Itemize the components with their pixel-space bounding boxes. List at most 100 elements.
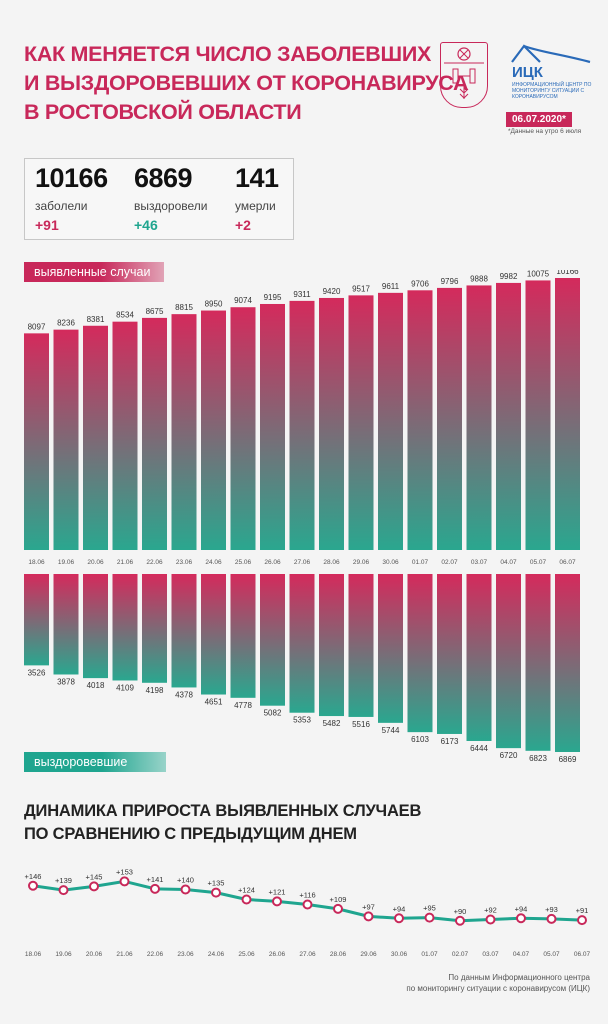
increase-point bbox=[546, 913, 557, 924]
source-footer: По данным Информационного центра по мони… bbox=[406, 972, 590, 994]
cases-bar bbox=[466, 285, 492, 550]
recovered-bar bbox=[319, 574, 344, 717]
cases-category-label: 21.06 bbox=[117, 559, 134, 566]
recovered-label: выздоровевшие bbox=[24, 752, 166, 772]
cases-value-label: 9074 bbox=[234, 296, 252, 305]
cases-bar bbox=[319, 297, 344, 550]
cases-bar bbox=[53, 329, 79, 550]
cases-category-label: 04.07 bbox=[500, 559, 517, 566]
recovered-value-label: 6823 bbox=[529, 754, 547, 763]
recovered-value-label: 6103 bbox=[411, 735, 429, 744]
cases-category-label: 02.07 bbox=[441, 559, 458, 566]
recovered-value-label: 4109 bbox=[116, 683, 134, 692]
cases-value-label: 8381 bbox=[87, 315, 105, 324]
increase-value-label: +116 bbox=[299, 891, 315, 900]
cases-value-label: 8815 bbox=[175, 303, 193, 312]
increase-category-label: 27.06 bbox=[299, 951, 316, 958]
cases-label: выявленные случаи bbox=[24, 262, 164, 282]
increase-point bbox=[241, 894, 252, 905]
increase-point bbox=[150, 883, 160, 894]
cases-category-label: 22.06 bbox=[146, 559, 163, 566]
cases-category-label: 24.06 bbox=[205, 559, 222, 566]
stat-label: заболели bbox=[35, 199, 88, 213]
stat-value: 6869 bbox=[134, 163, 193, 193]
cases-value-label: 8236 bbox=[57, 319, 75, 328]
increase-category-label: 28.06 bbox=[330, 951, 347, 958]
increase-value-label: +153 bbox=[116, 867, 133, 876]
increase-category-label: 29.06 bbox=[360, 951, 377, 958]
increase-category-label: 05.07 bbox=[543, 951, 560, 958]
date-note: *Данные на утро 6 июля bbox=[508, 128, 582, 135]
stat-value: 141 bbox=[235, 163, 279, 193]
recovered-bar bbox=[496, 574, 521, 749]
cases-category-label: 27.06 bbox=[294, 559, 311, 566]
cases-category-label: 06.07 bbox=[559, 559, 576, 566]
footer-line-1: По данным Информационного центра bbox=[448, 973, 590, 982]
increase-point bbox=[577, 915, 587, 926]
recovered-bar bbox=[525, 574, 551, 751]
recovered-value-label: 6720 bbox=[500, 751, 518, 760]
recovered-bar bbox=[437, 574, 462, 734]
recovered-bar bbox=[24, 574, 49, 666]
increase-point bbox=[363, 911, 374, 922]
cases-bar bbox=[348, 295, 374, 550]
cases-value-label: 9888 bbox=[470, 274, 488, 283]
stats-box: 10166 заболели +91 6869 выздоровели +46 … bbox=[24, 158, 294, 240]
stat-delta: +91 bbox=[35, 217, 59, 233]
increase-value-label: +92 bbox=[484, 906, 497, 915]
cases-category-label: 01.07 bbox=[412, 559, 429, 566]
increase-value-label: +135 bbox=[208, 879, 225, 888]
recovered-value-label: 4651 bbox=[205, 698, 223, 707]
cases-category-label: 25.06 bbox=[235, 559, 252, 566]
increase-value-label: +94 bbox=[515, 904, 528, 913]
recovered-value-label: 6173 bbox=[441, 737, 459, 746]
increase-category-label: 18.06 bbox=[25, 951, 42, 958]
recovered-value-label: 5082 bbox=[264, 709, 282, 718]
cases-category-label: 18.06 bbox=[28, 559, 45, 566]
increase-category-label: 19.06 bbox=[55, 951, 72, 958]
increase-category-label: 26.06 bbox=[269, 951, 286, 958]
cases-category-label: 19.06 bbox=[58, 559, 75, 566]
section-title-line-2: ПО СРАВНЕНИЮ С ПРЕДЫДУЩИМ ДНЕМ bbox=[24, 825, 357, 843]
recovered-value-label: 5516 bbox=[352, 720, 370, 729]
stat-delta: +2 bbox=[235, 217, 251, 233]
cases-category-label: 29.06 bbox=[353, 559, 370, 566]
cases-value-label: 10075 bbox=[527, 270, 550, 278]
cases-value-label: 9420 bbox=[323, 287, 341, 296]
cases-value-label: 8950 bbox=[205, 300, 223, 309]
cases-category-label: 23.06 bbox=[176, 559, 193, 566]
cases-value-label: 9796 bbox=[441, 277, 459, 286]
cases-recovered-bar-chart: 8097 18.06 8236 19.06 8381 20.06 8534 21.06 8675… bbox=[24, 270, 580, 764]
increase-point bbox=[28, 880, 38, 891]
cases-value-label: 9611 bbox=[382, 282, 400, 291]
stat-label: выздоровели bbox=[134, 199, 208, 213]
recovered-value-label: 5744 bbox=[382, 726, 400, 735]
cases-bar bbox=[142, 317, 167, 550]
increase-value-label: +146 bbox=[25, 872, 42, 881]
increase-point bbox=[333, 903, 343, 914]
increase-value-label: +91 bbox=[576, 906, 589, 915]
recovered-bar bbox=[407, 574, 433, 733]
increase-category-label: 01.07 bbox=[421, 951, 438, 958]
increase-value-label: +124 bbox=[238, 886, 255, 895]
increase-value-label: +93 bbox=[545, 905, 558, 914]
recovered-bar bbox=[466, 574, 492, 741]
cases-value-label: 8675 bbox=[146, 307, 164, 316]
cases-category-label: 05.07 bbox=[530, 559, 547, 566]
cases-category-label: 28.06 bbox=[323, 559, 340, 566]
cases-bar bbox=[289, 300, 315, 550]
footer-line-2: по мониторингу ситуации с коронавирусом … bbox=[406, 984, 590, 993]
increase-point bbox=[394, 913, 404, 924]
increase-value-label: +109 bbox=[330, 895, 347, 904]
increase-category-label: 30.06 bbox=[391, 951, 408, 958]
increase-point bbox=[211, 887, 221, 898]
increase-category-label: 03.07 bbox=[482, 951, 499, 958]
cases-value-label: 9706 bbox=[411, 279, 429, 288]
cases-category-label: 03.07 bbox=[471, 559, 488, 566]
region-crest-icon bbox=[440, 42, 488, 108]
cases-value-label: 8534 bbox=[116, 311, 134, 320]
stat-delta: +46 bbox=[134, 217, 158, 233]
increase-point bbox=[485, 914, 496, 925]
recovered-bar bbox=[555, 574, 580, 752]
recovered-bar bbox=[53, 574, 79, 675]
